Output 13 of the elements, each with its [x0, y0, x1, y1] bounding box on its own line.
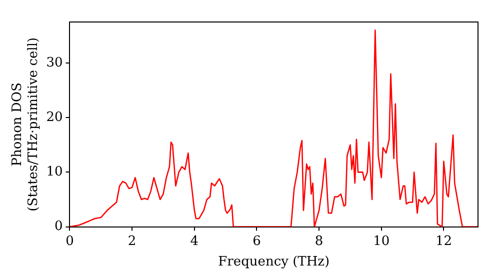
x-axis-title: Frequency (THz)	[218, 254, 330, 270]
y-tick-label: 10	[46, 164, 63, 180]
x-tick-label: 0	[66, 234, 74, 249]
y-tick-label: 0	[54, 219, 63, 234]
x-tick-label: 8	[314, 234, 324, 249]
x-tick-label: 12	[435, 234, 452, 249]
x-tick-label: 10	[373, 234, 390, 249]
x-tick-label: 4	[190, 234, 199, 249]
x-tick-label: 2	[128, 234, 136, 249]
y-tick-label: 20	[46, 110, 63, 125]
y-tick-label: 30	[46, 55, 63, 70]
x-tick-label: 6	[252, 234, 261, 249]
y-axis-title: Phonon DOS (States/THz·primitive cell)	[10, 37, 41, 212]
